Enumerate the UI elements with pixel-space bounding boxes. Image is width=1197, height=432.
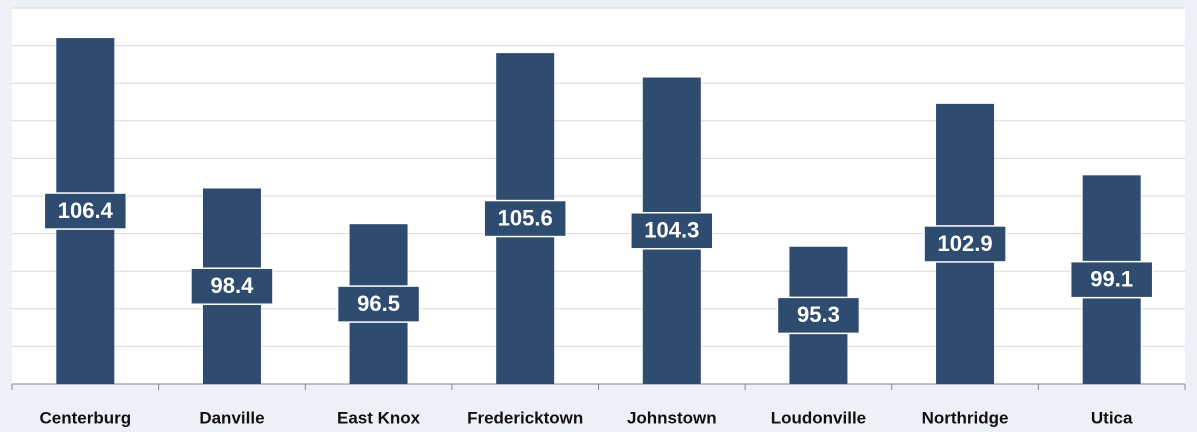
data-label-box [190,267,274,305]
x-tick-label: Johnstown [627,408,717,427]
data-label: 95.3 [797,302,840,327]
data-label: 102.9 [938,231,993,256]
x-tick-label: Northridge [922,408,1009,427]
x-tick-label: Utica [1091,408,1133,427]
data-label-box [630,212,714,250]
x-tick-label: Loudonville [771,408,866,427]
x-tick-label: East Knox [337,408,421,427]
x-tick-label: Danville [199,408,264,427]
data-label-box [1069,260,1154,299]
data-label-box [776,296,861,335]
data-label: 99.1 [1090,266,1133,291]
data-label-box [43,192,128,230]
x-tick-label: Fredericktown [467,408,583,427]
data-label: 104.3 [644,218,699,243]
data-label: 105.6 [498,205,553,230]
data-label: 106.4 [58,198,114,223]
data-label-box [336,285,421,323]
data-label: 98.4 [211,273,255,298]
x-tick-label: Centerburg [40,408,132,427]
data-label-box [483,199,567,238]
data-label: 96.5 [357,291,400,316]
data-label-box [923,225,1007,263]
